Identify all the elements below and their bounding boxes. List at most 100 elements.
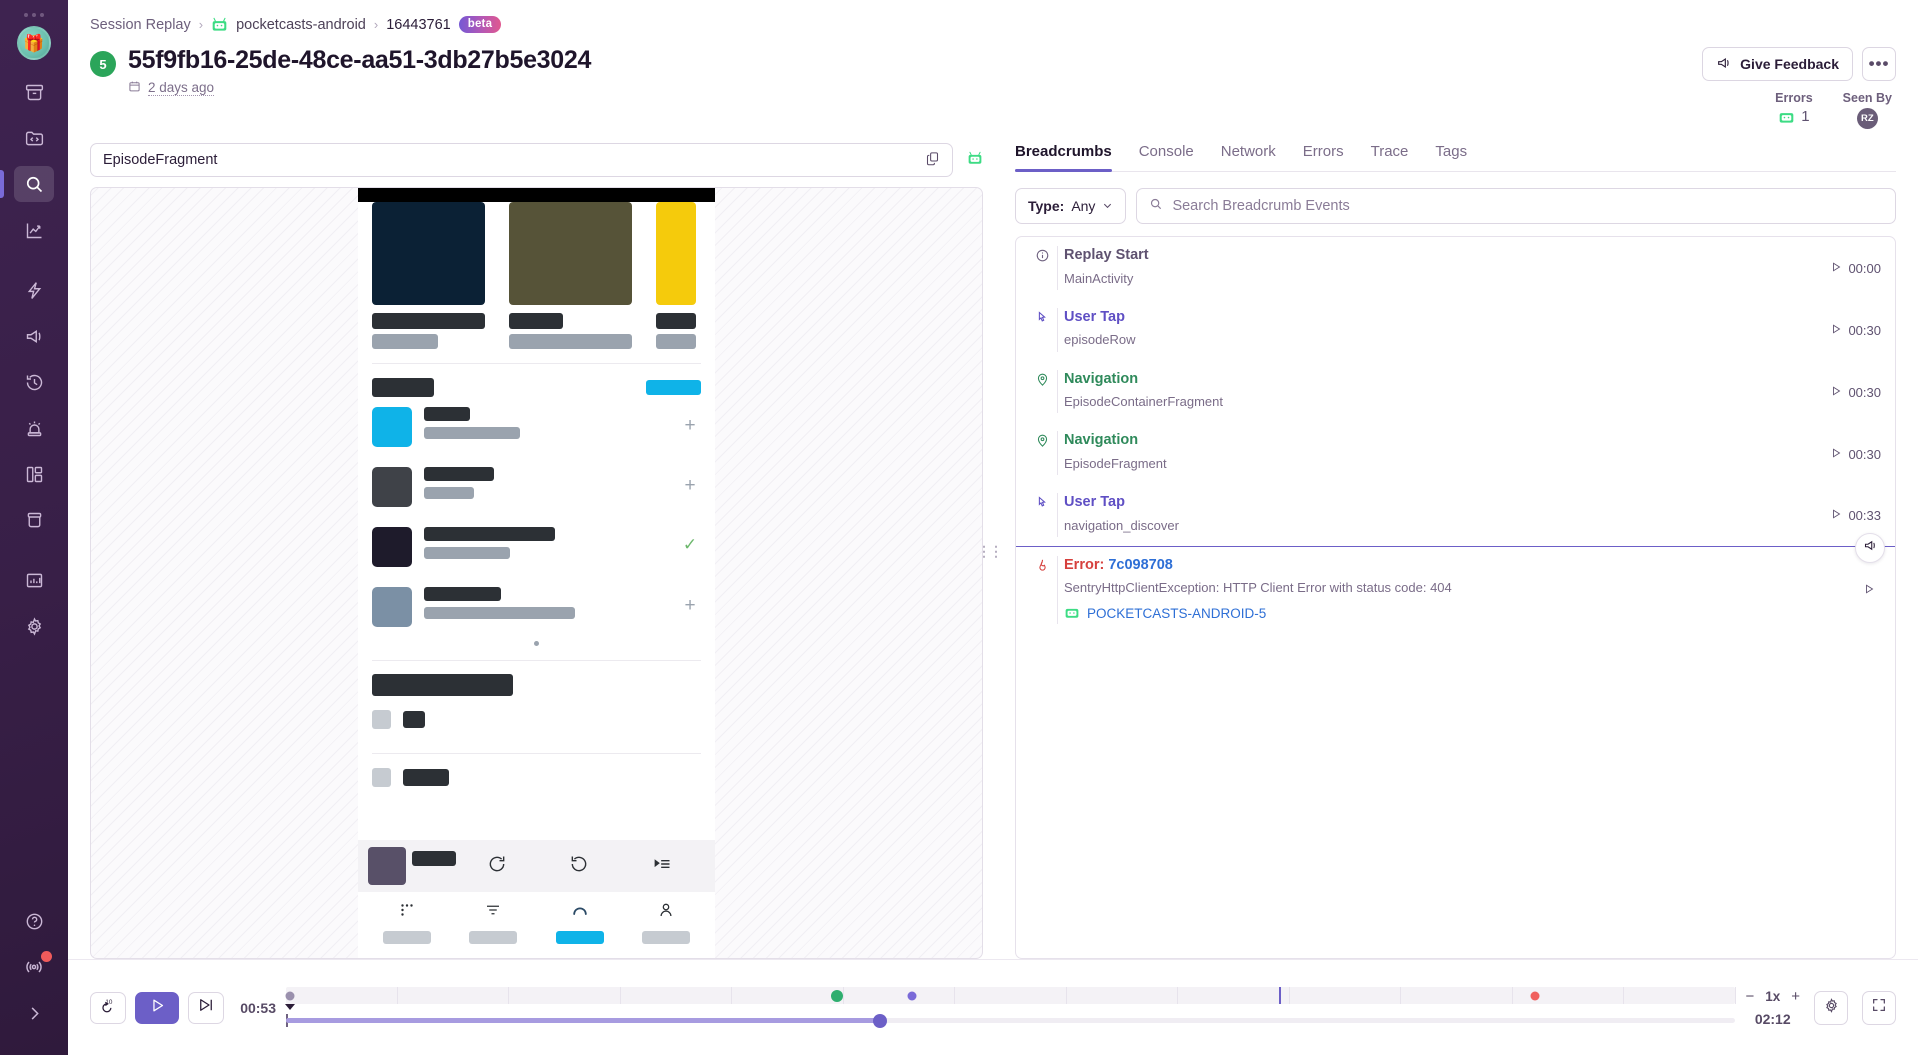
list-item[interactable]: ✓ xyxy=(358,517,715,577)
tab-breadcrumbs[interactable]: Breadcrumbs xyxy=(1015,143,1112,172)
sidebar-item-search[interactable] xyxy=(0,166,54,202)
timeline[interactable] xyxy=(276,987,1745,1028)
sidebar-item-projects[interactable] xyxy=(14,120,54,156)
avatar[interactable]: RZ xyxy=(1856,108,1878,129)
list-item[interactable] xyxy=(358,696,715,739)
breadcrumb-project[interactable]: pocketcasts-android xyxy=(211,17,366,33)
breadcrumb-timestamp[interactable]: 00:30 xyxy=(1830,431,1881,475)
list-item[interactable] xyxy=(358,754,715,797)
breadcrumb-timestamp[interactable]: 00:33 xyxy=(1830,493,1881,537)
timeline-scrubber[interactable] xyxy=(285,1004,1736,1028)
list-item-error[interactable]: Error: 7c098708 SentryHttpClientExceptio… xyxy=(1016,532,1895,633)
breadcrumb-feedback-button[interactable] xyxy=(1855,532,1885,563)
timeline-event-dot[interactable] xyxy=(285,991,295,1000)
list-item[interactable]: Replay Start MainActivity 00:00 xyxy=(1016,237,1895,299)
nav-item-discover[interactable] xyxy=(545,901,615,944)
masked-cta[interactable] xyxy=(646,380,701,395)
list-item[interactable]: Navigation EpisodeFragment 00:30 xyxy=(1016,422,1895,484)
fullscreen-icon xyxy=(1871,997,1887,1018)
copy-icon[interactable] xyxy=(925,151,940,170)
error-prefix: Error: xyxy=(1064,556,1105,573)
device-status-bar xyxy=(358,188,715,202)
add-icon[interactable]: + xyxy=(684,595,696,616)
org-avatar[interactable]: 🎁 xyxy=(17,26,51,60)
breadcrumb-timestamp[interactable]: 00:30 xyxy=(1830,308,1881,352)
masked-text xyxy=(424,547,510,559)
scrubber-progress xyxy=(286,1018,881,1023)
nav-item-filters[interactable] xyxy=(458,901,528,944)
list-item[interactable]: User Tap navigation_discover 00:33 xyxy=(1016,484,1895,546)
nav-item-podcasts[interactable] xyxy=(372,901,442,944)
rewind-10-button[interactable]: 10 xyxy=(90,991,126,1024)
fullscreen-button[interactable] xyxy=(1862,990,1896,1025)
issue-link[interactable]: POCKETCASTS-ANDROID-5 xyxy=(1064,605,1863,622)
sidebar-item-alerts[interactable] xyxy=(14,410,54,446)
breadcrumb-timestamp[interactable] xyxy=(1863,556,1881,624)
queue-icon[interactable] xyxy=(652,854,672,879)
timeline-event-dot[interactable] xyxy=(830,989,843,1002)
timeline-event-track[interactable] xyxy=(285,987,1736,1004)
scrubber-track[interactable] xyxy=(286,1018,1736,1023)
duration-label: 02:12 xyxy=(1754,1011,1791,1027)
list-item[interactable]: + xyxy=(358,397,715,457)
sidebar-item-settings[interactable] xyxy=(14,608,54,644)
add-icon[interactable]: + xyxy=(684,475,696,496)
tab-errors[interactable]: Errors xyxy=(1302,143,1344,160)
current-screen-field[interactable]: EpisodeFragment xyxy=(90,143,953,177)
timeline-error-dot[interactable] xyxy=(1530,991,1540,1000)
type-filter-dropdown[interactable]: Type: Any xyxy=(1015,188,1127,224)
sidebar-item-replays[interactable] xyxy=(14,364,54,400)
give-feedback-button[interactable]: Give Feedback xyxy=(1702,47,1853,81)
breadcrumb-title: User Tap xyxy=(1064,494,1125,510)
play-button[interactable] xyxy=(135,991,179,1024)
android-icon xyxy=(967,151,983,170)
breadcrumb-description: MainActivity xyxy=(1064,270,1134,286)
page-header: Session Replay › pocketcasts-android › 1… xyxy=(68,0,1918,129)
error-id-link[interactable]: 7c098708 xyxy=(1108,556,1173,573)
replay-canvas[interactable]: + + xyxy=(90,187,983,959)
list-item[interactable]: User Tap episodeRow 00:30 xyxy=(1016,299,1895,361)
breadcrumb-timestamp[interactable]: 00:30 xyxy=(1830,370,1881,414)
cursor-tap-icon xyxy=(1032,493,1052,537)
skip-forward-icon[interactable] xyxy=(569,854,589,879)
mini-player[interactable] xyxy=(358,840,715,892)
skip-back-icon[interactable] xyxy=(487,854,507,879)
sidebar-item-whats-new[interactable] xyxy=(14,949,54,985)
list-item[interactable]: + xyxy=(358,577,715,637)
beta-badge: beta xyxy=(458,16,502,33)
check-icon[interactable]: ✓ xyxy=(682,535,698,554)
sidebar-item-dashboards[interactable] xyxy=(14,456,54,492)
type-filter-value: Any xyxy=(1071,198,1096,214)
timeline-event-dot[interactable] xyxy=(907,991,917,1000)
sidebar-item-releases[interactable] xyxy=(14,502,54,538)
speed-increase-button[interactable]: + xyxy=(1791,988,1800,1005)
sidebar-item-stats[interactable] xyxy=(14,562,54,598)
search-breadcrumbs-input[interactable]: Search Breadcrumb Events xyxy=(1136,188,1896,224)
sidebar-item-feedback[interactable] xyxy=(14,318,54,354)
more-options-button[interactable]: ••• xyxy=(1862,47,1896,81)
next-event-button[interactable] xyxy=(188,991,224,1024)
masked-text xyxy=(424,467,494,481)
nav-item-profile[interactable] xyxy=(631,901,701,944)
panel-resize-handle[interactable]: ⋮ ⋮ xyxy=(977,543,1003,559)
breadcrumb-timestamp[interactable]: 00:00 xyxy=(1830,246,1881,290)
tab-tags[interactable]: Tags xyxy=(1435,143,1468,160)
tab-network[interactable]: Network xyxy=(1220,143,1276,160)
tab-trace[interactable]: Trace xyxy=(1370,143,1409,160)
sidebar-item-insights[interactable] xyxy=(14,212,54,248)
speed-decrease-button[interactable]: − xyxy=(1745,988,1755,1005)
list-item[interactable]: Navigation EpisodeContainerFragment 00:3… xyxy=(1016,361,1895,423)
sidebar-item-help[interactable] xyxy=(14,903,54,939)
tab-console[interactable]: Console xyxy=(1138,143,1194,160)
sidebar-item-performance[interactable] xyxy=(14,272,54,308)
breadcrumb-session-replay[interactable]: Session Replay xyxy=(90,16,191,33)
sidebar-item-issues[interactable] xyxy=(14,74,54,110)
sidebar-expand-button[interactable] xyxy=(14,995,54,1031)
add-icon[interactable]: + xyxy=(684,415,696,436)
player-settings-button[interactable] xyxy=(1814,990,1848,1025)
current-screen-value: EpisodeFragment xyxy=(103,152,218,168)
scrubber-handle[interactable] xyxy=(873,1014,888,1028)
replay-date-label[interactable]: 2 days ago xyxy=(148,80,215,96)
breadcrumb-list[interactable]: Replay Start MainActivity 00:00 xyxy=(1015,236,1896,959)
list-item[interactable]: + xyxy=(358,457,715,517)
